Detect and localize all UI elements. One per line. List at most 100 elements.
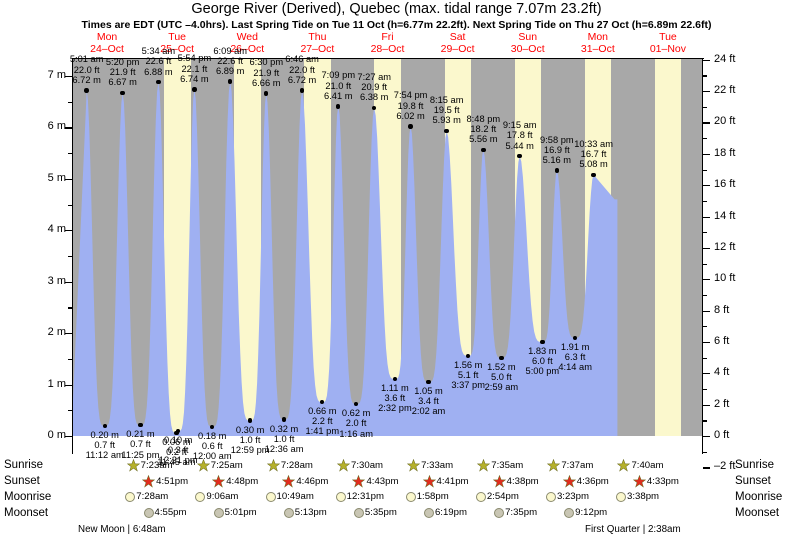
y-label-right-1: 0 ft <box>714 429 730 441</box>
moonrise-entry-time: 1:58pm <box>416 491 449 502</box>
low-tide-label-15: 1.91 m 6.3 ft 4:14 am <box>544 342 606 373</box>
y-tick-right-minor-23 <box>703 106 707 108</box>
sunrise-star-icon <box>547 458 561 472</box>
y-label-right-8: 14 ft <box>714 209 736 222</box>
moonrise-entry-2: 9:06am <box>195 491 238 502</box>
sunrise-entry-time: 7:28am <box>280 460 313 471</box>
high-tide-ft: 19.8 ft <box>397 100 424 111</box>
high-tide-time: 8:15 am <box>429 95 464 106</box>
low-tide-time: 2:59 am <box>484 382 519 393</box>
moonrise-entry-time: 10:49am <box>276 491 314 502</box>
sunrise-entry-3: 7:28am <box>266 458 313 472</box>
moonset-entry-time: 6:19pm <box>434 507 467 518</box>
sunrise-entry-time: 7:37am <box>561 460 594 471</box>
high-tide-ft: 22.1 ft <box>181 63 208 74</box>
low-tide-dot-12 <box>465 353 471 358</box>
y-tick-left-2 <box>65 333 72 335</box>
high-tide-ft: 21.9 ft <box>109 67 136 78</box>
sunrise-entry-5: 7:33am <box>406 458 453 472</box>
day-header-8: Mon 31–Oct <box>543 31 653 55</box>
high-tide-ft: 22.6 ft <box>217 55 244 66</box>
high-tide-dot-6 <box>264 91 269 96</box>
high-tide-dot-2 <box>120 90 125 96</box>
high-tide-label-8: 7:09 pm 21.0 ft 6.41 m <box>307 70 369 101</box>
low-tide-time: 5:00 pm <box>525 366 560 377</box>
y-label-left-1: 1 m <box>47 377 66 390</box>
low-tide-dot-7 <box>281 417 287 422</box>
moonrise-entry-time: 7:28am <box>136 491 169 502</box>
low-tide-dot-6 <box>247 418 253 423</box>
moonrise-circle-icon <box>475 491 486 502</box>
low-tide-ft: 0.7 ft <box>130 439 151 450</box>
moonset-entry-1: 4:55pm <box>143 507 187 518</box>
moon-phase-2: First Quarter | 2:38am <box>585 524 681 535</box>
moonrise-circle-icon <box>195 491 206 502</box>
high-tide-time: 10:33 am <box>574 138 613 149</box>
sunrise-entry-1: 7:23am <box>126 458 173 472</box>
moonset-entry-time: 5:35pm <box>364 507 397 518</box>
y-axis-right-line <box>702 58 704 454</box>
low-tide-time: 11:12 am <box>85 450 124 461</box>
moon-phase-1: New Moon | 6:48am <box>78 524 166 535</box>
low-tide-ft: 0.6 ft <box>201 440 223 451</box>
high-tide-ft: 19.5 ft <box>433 105 460 116</box>
y-tick-right-minor-3 <box>703 420 707 422</box>
low-tide-label-5: 0.18 m 0.6 ft 12:00 am <box>181 431 243 462</box>
high-tide-m: 6.88 m <box>144 66 173 77</box>
tide-plot-area <box>72 58 703 436</box>
high-tide-dot-3 <box>156 79 161 85</box>
day-header-2: Tue 25–Oct <box>122 31 232 55</box>
high-tide-time: 6:30 pm <box>249 57 284 68</box>
low-tide-ft: 1.0 ft <box>273 433 295 444</box>
y-tick-left-7 <box>65 76 72 78</box>
low-tide-m: 0.18 m <box>198 430 227 441</box>
y-tick-right-1 <box>703 436 710 438</box>
low-tide-label-6: 0.30 m 1.0 ft 12:59 pm <box>219 425 281 456</box>
sunrise-star-icon <box>617 458 631 472</box>
low-tide-dot-13 <box>499 355 504 361</box>
low-tide-m: 0.32 m <box>269 423 299 434</box>
sunset-star-icon <box>282 474 296 488</box>
high-tide-m: 6.41 m <box>324 90 353 101</box>
moonrise-entry-7: 3:23pm <box>545 491 589 502</box>
high-tide-label-3: 5:34 am 22.6 ft 6.88 m <box>127 46 189 77</box>
low-tide-dot-5 <box>210 424 215 429</box>
low-tide-dot-15 <box>572 335 578 340</box>
moonrise-entry-5: 1:58pm <box>405 491 449 502</box>
moonrise-entry-1: 7:28am <box>125 491 168 502</box>
high-tide-ft: 21.0 ft <box>325 80 352 91</box>
sunset-entry-1: 4:51pm <box>141 474 188 488</box>
low-tide-time: 1:16 am <box>339 428 373 439</box>
y-tick-right-minor-21 <box>703 138 707 140</box>
high-tide-label-14: 9:58 pm 16.9 ft 5.16 m <box>526 135 588 166</box>
low-tide-ft: 2.0 ft <box>345 418 367 429</box>
high-tide-m: 6.38 m <box>359 92 389 103</box>
low-tide-time: 2:32 pm <box>378 403 412 414</box>
y-tick-right-3 <box>703 373 710 375</box>
high-tide-ft: 18.2 ft <box>470 124 497 135</box>
high-tide-m: 6.74 m <box>180 73 209 84</box>
moonset-row-label-left: Moonset <box>4 507 49 519</box>
low-tide-time: 4:14 am <box>558 362 592 373</box>
high-tide-time: 6:46 am <box>285 54 319 65</box>
day-header-3: Wed 26–Oct <box>192 31 302 55</box>
day-header-5: Fri 28–Oct <box>332 31 442 55</box>
low-tide-label-2: 0.21 m 0.7 ft 11:25 pm <box>109 429 171 460</box>
day-weekday: Thu <box>308 31 327 43</box>
y-tick-left-0 <box>65 436 72 438</box>
moonrise-circle-icon <box>616 491 627 502</box>
low-tide-label-13: 1.52 m 5.0 ft 2:59 am <box>470 362 532 393</box>
moonset-entry-7: 9:12pm <box>564 507 607 518</box>
high-tide-time: 7:27 am <box>357 71 391 82</box>
sunset-entry-time: 4:48pm <box>226 476 259 487</box>
y-tick-right-8 <box>703 216 710 218</box>
sunset-entry-time: 4:33pm <box>646 476 679 487</box>
high-tide-ft: 22.6 ft <box>145 56 172 67</box>
moonset-circle-icon <box>283 507 294 518</box>
high-tide-m: 5.16 m <box>542 155 572 166</box>
y-label-right-6: 10 ft <box>714 272 736 285</box>
high-tide-time: 7:09 pm <box>321 70 356 81</box>
moon-phase-separator: | <box>124 524 133 535</box>
day-date: 27–Oct <box>300 43 335 55</box>
high-tide-dot-12 <box>481 147 486 153</box>
